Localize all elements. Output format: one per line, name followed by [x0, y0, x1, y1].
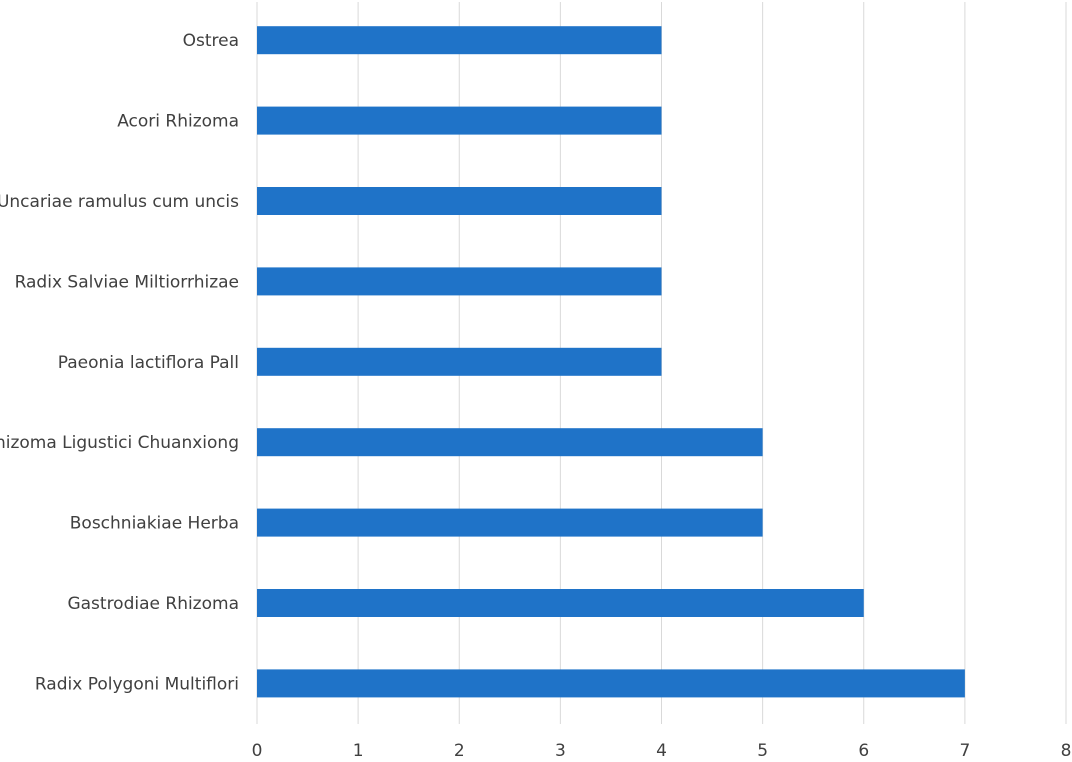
- bar: [257, 508, 763, 537]
- bar: [257, 347, 662, 376]
- category-label: Radix Polygoni Multiflori: [35, 674, 239, 694]
- bar: [257, 267, 662, 296]
- bar: [257, 589, 864, 617]
- bar: [257, 26, 662, 55]
- bar: [257, 669, 965, 698]
- category-label: Ostrea: [183, 31, 239, 51]
- x-tick-label: 5: [757, 741, 768, 758]
- x-tick-label: 4: [656, 741, 667, 758]
- category-label: Radix Salviae Miltiorrhizae: [15, 272, 239, 292]
- x-tick-label: 1: [353, 741, 364, 758]
- bar: [257, 428, 763, 457]
- category-label: Acori Rhizoma: [117, 112, 239, 132]
- x-tick-label: 7: [959, 741, 970, 758]
- category-label: Paeonia lactiflora Pall: [58, 353, 239, 373]
- x-tick-label: 8: [1061, 741, 1072, 758]
- x-axis-tick-labels: 0 1 2 3 4 5 6 7 8: [252, 741, 1072, 761]
- bar: [257, 187, 662, 215]
- category-label: Gastrodiae Rhizoma: [67, 594, 239, 614]
- category-label: Boschniakiae Herba: [70, 514, 239, 534]
- category-label: Rhizoma Ligustici Chuanxiong: [0, 433, 239, 453]
- bars: [257, 26, 965, 698]
- category-label: Uncariae ramulus cum uncis: [0, 192, 239, 212]
- x-tick-label: 2: [454, 741, 465, 758]
- category-labels: Ostrea Acori Rhizoma Uncariae ramulus cum …: [0, 31, 239, 694]
- x-tick-label: 6: [858, 741, 869, 758]
- x-tick-label: 3: [555, 741, 566, 758]
- bar: [257, 106, 662, 135]
- x-tick-label: 0: [252, 741, 263, 758]
